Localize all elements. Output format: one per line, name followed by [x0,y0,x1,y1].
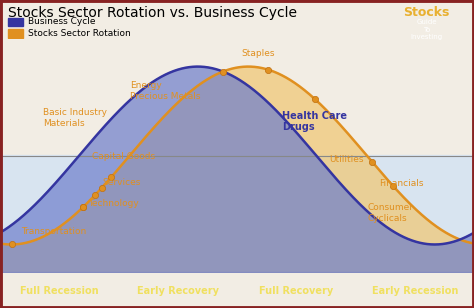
Text: Full Recovery: Full Recovery [259,286,333,296]
Bar [8,29,23,38]
Text: Capital Goods: Capital Goods [92,152,155,161]
Text: Guide
To
Investing: Guide To Investing [410,19,443,40]
Text: Stocks Sector Rotation: Stocks Sector Rotation [28,29,131,38]
Text: Stocks Sector Rotation vs. Business Cycle: Stocks Sector Rotation vs. Business Cycl… [8,6,297,20]
Text: Full Recession: Full Recession [20,286,99,296]
Text: Health Care
Drugs: Health Care Drugs [282,111,347,132]
Text: Energy
Precious Metals: Energy Precious Metals [130,82,201,101]
Text: Staples: Staples [242,49,275,58]
Text: Early Recovery: Early Recovery [137,286,219,296]
Text: Business Cycle: Business Cycle [28,18,96,26]
Text: Basic Industry
Materials: Basic Industry Materials [43,108,107,128]
Text: Financials: Financials [379,179,424,188]
Text: Utilities: Utilities [329,155,364,164]
Text: Stocks: Stocks [403,6,450,19]
Text: Transportation: Transportation [21,227,87,236]
Text: Technology: Technology [88,199,138,208]
Text: Services: Services [102,178,140,187]
Text: Early Recession: Early Recession [372,286,458,296]
Text: Consumer
Cyclicals: Consumer Cyclicals [367,203,413,223]
Bar [8,18,23,26]
